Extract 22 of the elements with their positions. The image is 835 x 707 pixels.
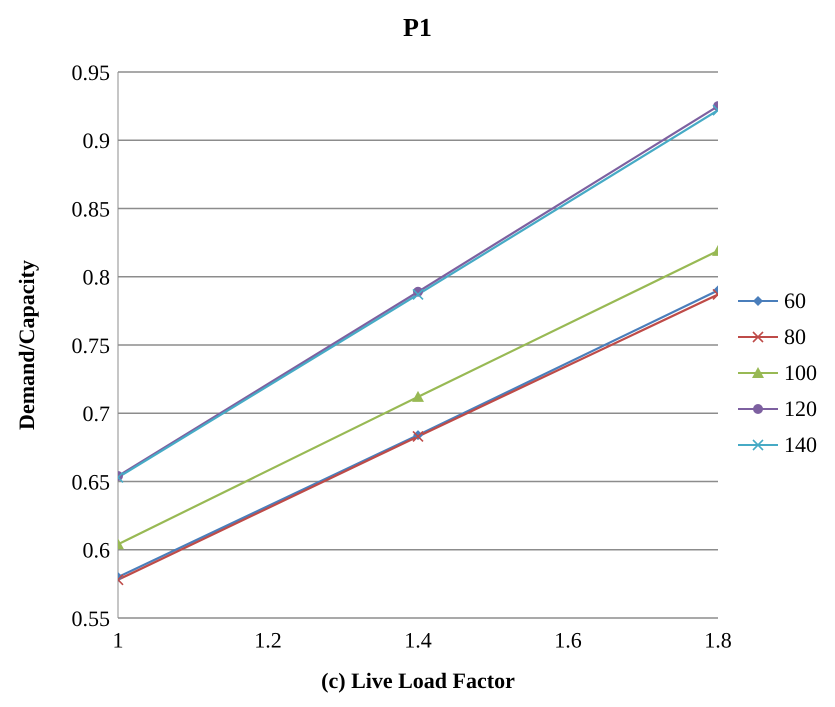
y-tick-label: 0.9 — [82, 128, 110, 154]
y-tick-label: 0.95 — [72, 60, 110, 85]
x-axis-title: (c) Live Load Factor — [321, 668, 516, 693]
y-tick-label: 0.75 — [72, 332, 110, 358]
y-tick-label: 0.7 — [82, 401, 110, 426]
y-tick-label: 0.65 — [72, 469, 110, 494]
x-tick-label: 1.2 — [254, 628, 282, 653]
y-tick-label: 0.55 — [72, 606, 110, 631]
chart-title: P1 — [402, 12, 433, 44]
y-tick-label: 0.8 — [82, 264, 110, 290]
y-tick-label: 0.85 — [72, 196, 110, 222]
legend-label: 100 — [784, 360, 817, 386]
legend-label: 60 — [784, 288, 806, 314]
y-axis-title: Demand/Capacity — [14, 260, 39, 430]
x-tick-label: 1 — [112, 628, 124, 653]
legend-label: 120 — [784, 396, 817, 422]
x-tick-label: 1.4 — [404, 628, 432, 653]
legend-label: 80 — [784, 324, 806, 350]
x-tick-label: 1.8 — [704, 628, 732, 653]
legend-label: 140 — [784, 432, 817, 458]
x-tick-label: 1.6 — [554, 628, 582, 653]
y-tick-label: 0.6 — [82, 538, 110, 563]
